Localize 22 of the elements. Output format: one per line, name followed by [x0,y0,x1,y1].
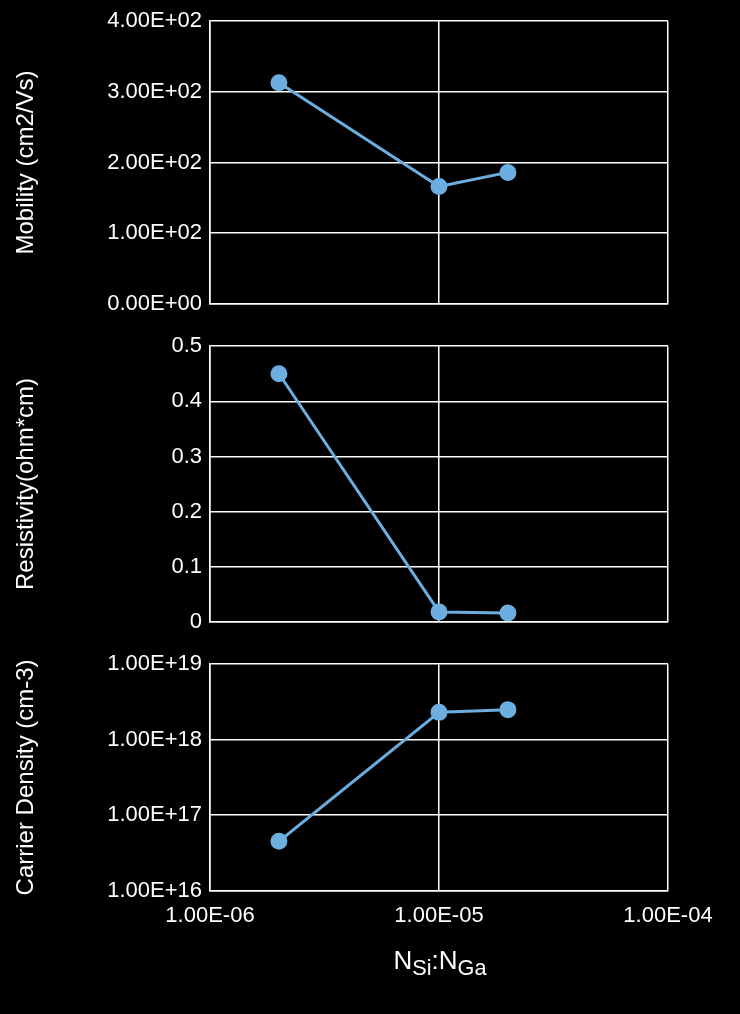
y-tick-label: 3.00E+02 [107,77,202,103]
y-tick-label: 1.00E+17 [107,801,202,827]
y-axis-title: Carrier Density (cm-3) [11,659,39,896]
y-tick-label: 0.00E+00 [107,289,202,315]
x-tick-label: 1.00E-05 [394,901,484,927]
y-tick-label: 0.1 [171,552,202,578]
y-tick-label: 0.4 [171,387,202,413]
y-tick-label: 0 [189,607,202,633]
y-axis-title: Resistivity(ohm*cm) [11,377,39,591]
y-tick-label: 0.3 [171,442,202,468]
x-tick-label: 1.00E-06 [165,901,255,927]
x-tick-label: 1.00E-04 [623,901,713,927]
y-tick-label: 0.5 [171,332,202,358]
y-tick-label: 1.00E+16 [107,876,202,902]
y-tick-label: 0.2 [171,497,202,523]
y-tick-label: 2.00E+02 [107,148,202,174]
y-tick-label: 4.00E+02 [107,7,202,33]
y-tick-label: 1.00E+18 [107,725,202,751]
x-axis-title: N$_{Si}$:N$_{Ga}$ [392,945,488,982]
y-axis-title: Mobility (cm2/Vs) [11,70,39,255]
y-tick-label: 1.00E+19 [107,650,202,676]
y-tick-label: 1.00E+02 [107,219,202,245]
